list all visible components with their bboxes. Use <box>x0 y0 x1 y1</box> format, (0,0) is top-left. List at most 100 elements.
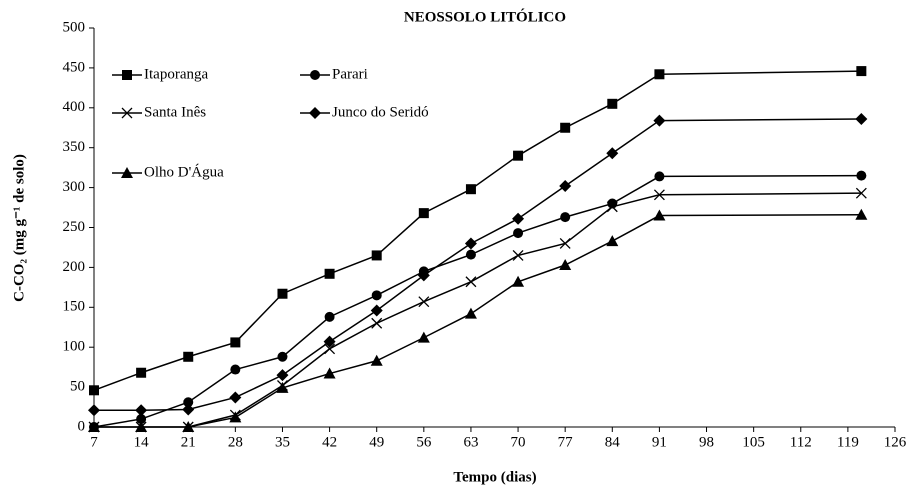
marker <box>88 404 100 417</box>
marker <box>606 147 619 160</box>
marker <box>654 69 665 80</box>
marker <box>370 304 383 317</box>
y-tick-label: 250 <box>63 219 86 235</box>
marker <box>136 414 147 425</box>
marker <box>417 331 430 343</box>
marker <box>465 184 476 195</box>
marker <box>324 343 336 355</box>
marker <box>371 290 382 301</box>
marker <box>654 171 665 182</box>
marker <box>417 269 430 282</box>
marker <box>229 411 242 423</box>
marker <box>121 167 133 178</box>
x-tick-label: 105 <box>742 434 765 450</box>
marker <box>121 107 133 119</box>
y-tick-label: 200 <box>63 259 86 275</box>
marker <box>183 351 194 362</box>
y-tick-label: 450 <box>63 59 86 75</box>
marker <box>183 397 194 408</box>
marker <box>135 404 148 417</box>
x-tick-label: 49 <box>369 434 384 450</box>
x-tick-label: 84 <box>605 434 621 450</box>
marker <box>855 187 867 199</box>
marker <box>276 369 289 382</box>
y-tick-label: 300 <box>63 179 86 195</box>
series-line <box>94 118 862 411</box>
x-tick-label: 42 <box>322 434 337 450</box>
marker <box>855 208 868 220</box>
marker <box>560 212 571 223</box>
marker <box>653 189 665 201</box>
marker <box>310 70 320 80</box>
y-axis-label: C-CO₂ (mg g⁻¹ de solo) <box>11 154 27 302</box>
marker <box>324 311 335 322</box>
marker <box>559 180 572 193</box>
marker <box>136 367 147 378</box>
marker <box>182 421 195 432</box>
marker <box>370 354 383 366</box>
legend-label: Itaporanga <box>144 66 208 82</box>
marker <box>418 208 429 219</box>
x-tick-label: 126 <box>884 434 907 450</box>
marker <box>276 381 289 393</box>
marker <box>856 170 867 181</box>
legend-label: Parari <box>332 66 368 82</box>
marker <box>559 238 571 249</box>
marker <box>230 364 241 375</box>
marker <box>512 249 524 261</box>
x-tick-label: 70 <box>511 434 526 450</box>
x-tick-label: 119 <box>837 434 859 450</box>
marker <box>465 276 477 288</box>
x-tick-label: 7 <box>90 434 98 450</box>
x-tick-label: 56 <box>416 434 432 450</box>
marker <box>653 209 666 221</box>
marker <box>277 288 288 299</box>
marker <box>606 201 618 213</box>
marker <box>606 235 619 247</box>
marker <box>88 421 100 432</box>
chart-title: NEOSSOLO LITÓLICO <box>404 8 566 25</box>
x-axis-label: Tempo (dias) <box>453 469 536 485</box>
x-tick-label: 112 <box>790 434 812 450</box>
series-line <box>94 213 862 428</box>
y-tick-label: 0 <box>78 418 86 434</box>
legend-label: Santa Inês <box>144 104 206 120</box>
marker <box>418 296 430 308</box>
x-tick-label: 63 <box>463 434 478 450</box>
x-tick-label: 21 <box>181 434 196 450</box>
marker <box>182 403 195 416</box>
marker <box>513 150 524 161</box>
x-tick-label: 91 <box>652 434 667 450</box>
x-tick-label: 77 <box>558 434 574 450</box>
marker <box>464 307 477 319</box>
marker <box>371 317 383 329</box>
y-tick-label: 350 <box>63 139 86 155</box>
marker <box>464 237 477 250</box>
series-line <box>93 174 862 428</box>
marker <box>89 385 99 396</box>
marker <box>607 98 618 109</box>
marker <box>560 122 571 133</box>
x-tick-label: 14 <box>134 434 150 450</box>
series-line <box>93 70 862 391</box>
y-tick-label: 500 <box>63 19 86 35</box>
marker <box>465 249 476 260</box>
x-tick-label: 35 <box>275 434 290 450</box>
marker <box>559 259 572 271</box>
marker <box>856 66 867 77</box>
marker <box>229 391 242 404</box>
marker <box>653 114 666 127</box>
marker <box>323 335 336 348</box>
x-tick-label: 28 <box>228 434 243 450</box>
y-tick-label: 400 <box>63 99 86 115</box>
marker <box>512 275 525 287</box>
y-tick-label: 100 <box>63 339 86 355</box>
marker <box>309 107 321 119</box>
marker <box>323 367 336 379</box>
marker <box>371 250 382 261</box>
y-tick-label: 50 <box>70 379 85 395</box>
marker <box>855 112 868 125</box>
marker <box>324 268 335 279</box>
marker <box>135 421 148 432</box>
